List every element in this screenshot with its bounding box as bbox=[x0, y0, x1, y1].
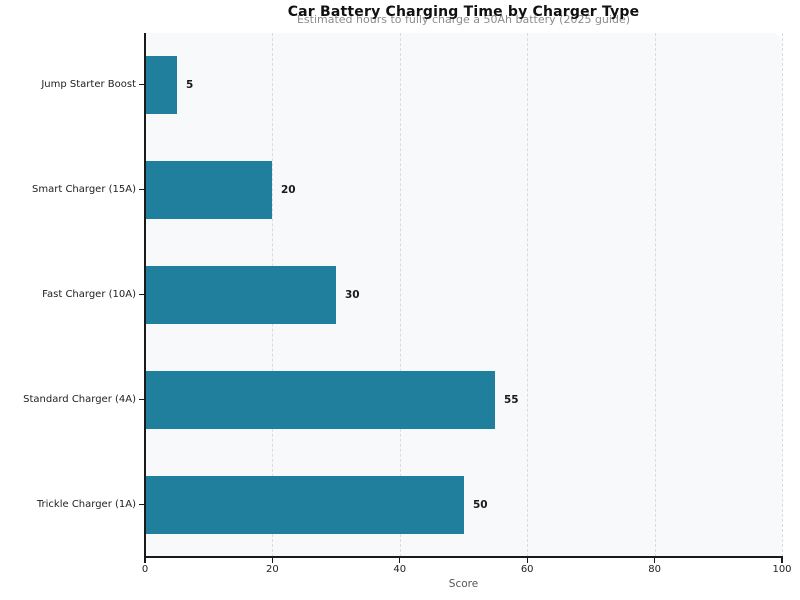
y-tick-label: Trickle Charger (1A) bbox=[36, 499, 136, 510]
x-tick-label: 80 bbox=[648, 564, 661, 575]
bar-3 bbox=[145, 266, 336, 324]
chart-title: Car Battery Charging Time by Charger Typ… bbox=[287, 4, 640, 20]
y-tick-mark bbox=[139, 189, 144, 191]
gridline-x-60 bbox=[527, 33, 529, 557]
y-tick-label: Fast Charger (10A) bbox=[42, 289, 136, 300]
bar-value-label: 20 bbox=[281, 184, 296, 196]
y-tick-mark bbox=[139, 294, 144, 296]
x-tick-mark bbox=[526, 558, 528, 563]
y-tick-mark bbox=[139, 399, 144, 401]
bar-1 bbox=[145, 56, 177, 114]
x-tick-mark bbox=[399, 558, 401, 563]
y-axis-line bbox=[144, 33, 146, 559]
x-tick-label: 20 bbox=[266, 564, 279, 575]
y-tick-mark bbox=[139, 504, 144, 506]
gridline-x-40 bbox=[399, 33, 401, 557]
bar-2 bbox=[145, 161, 272, 219]
y-tick-label: Standard Charger (4A) bbox=[23, 394, 136, 405]
x-axis-line bbox=[144, 556, 783, 558]
x-axis-title: Score bbox=[448, 578, 479, 590]
bar-value-label: 5 bbox=[186, 79, 194, 91]
x-tick-mark bbox=[271, 558, 274, 563]
x-tick-label: 60 bbox=[520, 564, 534, 575]
y-tick-mark bbox=[139, 84, 144, 86]
x-tick-mark bbox=[781, 558, 783, 563]
x-tick-label: 0 bbox=[141, 564, 149, 575]
bar-value-label: 55 bbox=[504, 394, 519, 406]
bar-value-label: 30 bbox=[345, 289, 360, 301]
x-tick-label: 100 bbox=[772, 564, 792, 575]
y-tick-label: Jump Starter Boost bbox=[41, 79, 136, 90]
x-tick-label: 40 bbox=[393, 564, 407, 575]
bar-value-label: 50 bbox=[473, 499, 488, 511]
gridline-x-100 bbox=[782, 33, 783, 557]
x-tick-mark bbox=[653, 558, 656, 563]
bar-5 bbox=[145, 476, 464, 534]
gridline-x-80 bbox=[654, 33, 656, 557]
chart-subtitle: Estimated hours to fully charge a 50Ah b… bbox=[296, 13, 631, 26]
y-tick-label: Smart Charger (15A) bbox=[32, 184, 136, 195]
bar-4 bbox=[145, 371, 495, 429]
x-tick-mark bbox=[144, 558, 146, 563]
